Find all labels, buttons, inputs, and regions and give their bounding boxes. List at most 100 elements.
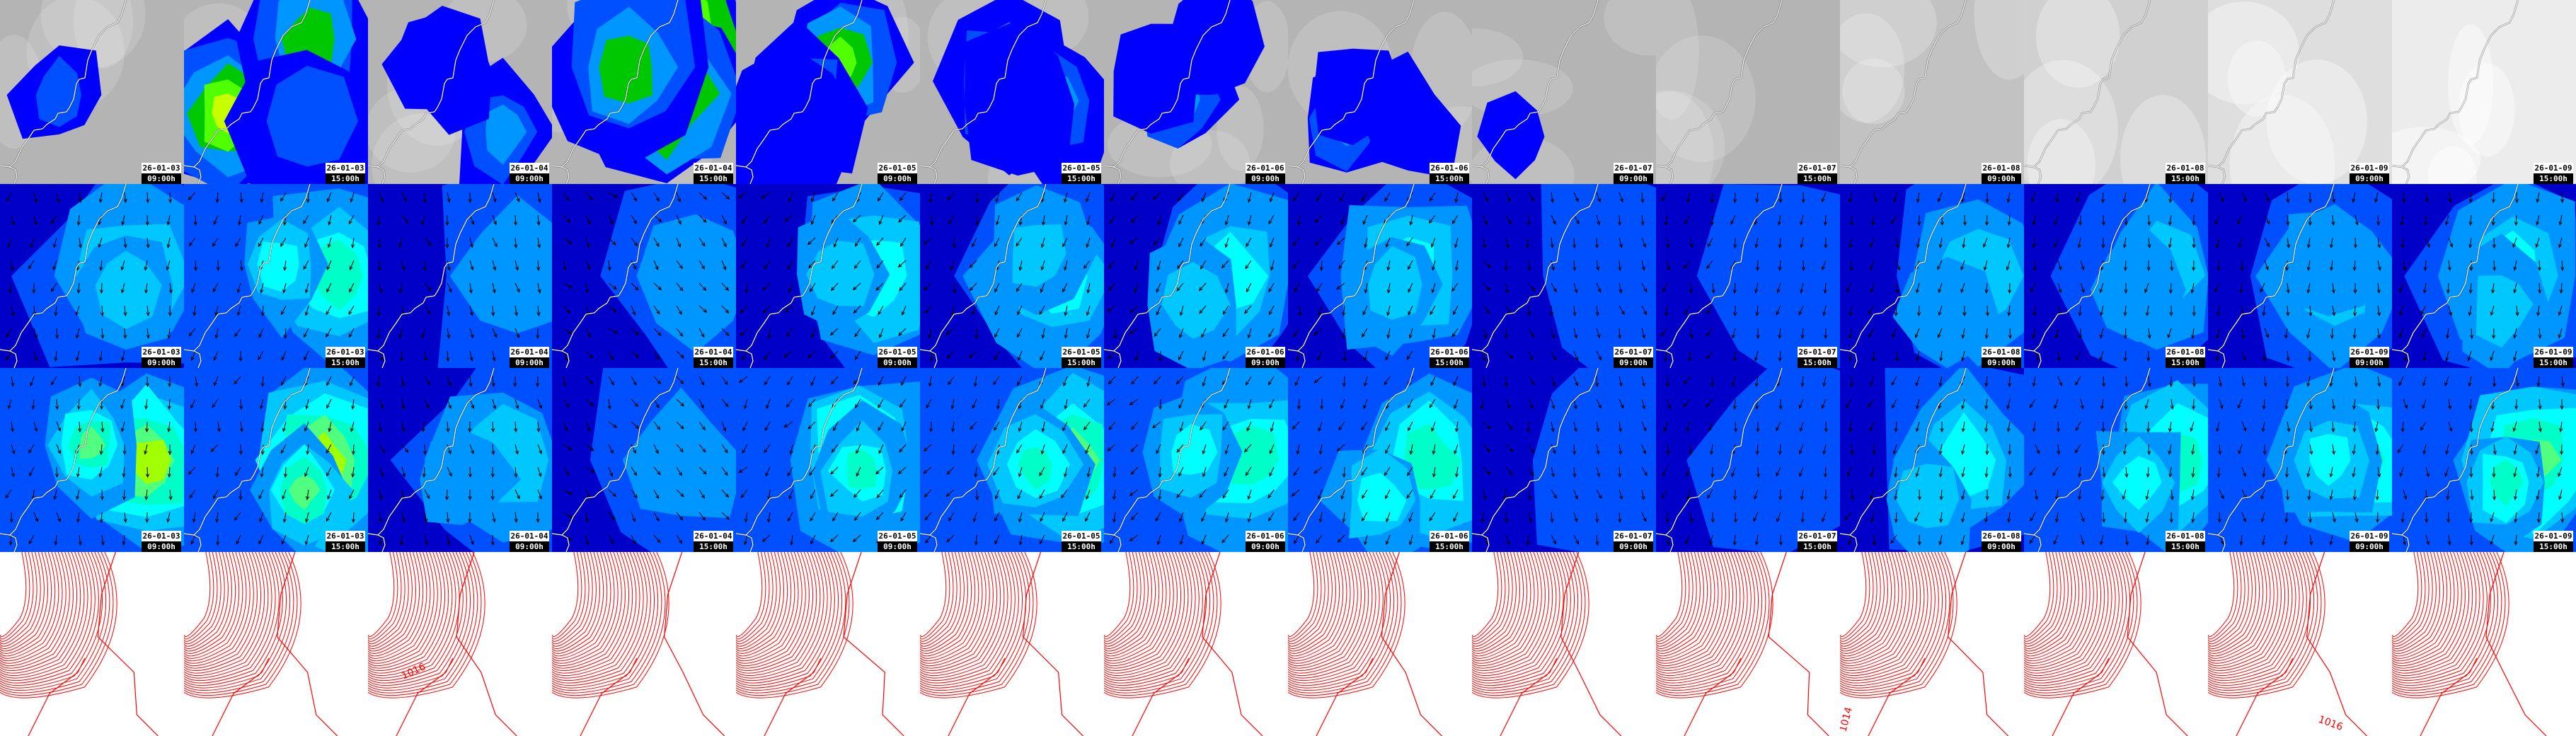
wind-arrow-icon — [1550, 192, 1555, 203]
wind-arrow-icon — [653, 260, 659, 270]
timestamp-label: 26-01-06 15:00h — [1430, 163, 1469, 184]
contour-fill-band — [257, 241, 299, 292]
wind-arrow-icon — [810, 282, 816, 292]
wind-arrow-icon — [2374, 421, 2379, 432]
wind-arrow-icon — [1221, 534, 1229, 544]
wind-arrow-icon — [1224, 512, 1229, 523]
wind-arrow-icon — [1618, 489, 1623, 500]
wind-arrow-icon — [1686, 489, 1691, 500]
wind-arrow-icon — [2006, 237, 2011, 248]
wind-arrow-icon — [1733, 192, 1737, 204]
isobar-line — [2024, 552, 2098, 669]
wind-arrow-icon — [2170, 489, 2174, 501]
coastline — [2208, 0, 2335, 184]
date-label: 26-01-07 — [1798, 163, 1837, 173]
time-label: 15:00h — [694, 357, 733, 368]
isobar-line — [0, 552, 92, 682]
wind-arrow-icon — [2492, 260, 2497, 272]
isobar-line — [920, 552, 1001, 674]
isobar-line — [1104, 552, 1160, 657]
wind-arrow-icon — [721, 328, 730, 336]
wind-arrow-icon — [1683, 376, 1691, 386]
isobar-line — [552, 552, 600, 652]
pressure-contours-image — [0, 552, 184, 736]
wind-arrow-icon — [653, 328, 662, 336]
wind-arrow-icon — [447, 466, 452, 477]
isobar-line — [2024, 552, 2051, 638]
wind-arrow-icon — [698, 192, 708, 200]
wind-arrow-icon — [536, 421, 541, 433]
gust-map-image — [1104, 368, 1288, 552]
wind-arrow-icon — [2029, 534, 2036, 544]
wind-arrow-icon — [1482, 376, 1486, 388]
wind-arrow-icon — [1961, 489, 1965, 500]
wind-arrow-icon — [98, 350, 103, 362]
wind-arrow-icon — [2053, 534, 2059, 545]
coastline — [368, 184, 495, 368]
isobar-line — [2392, 552, 2419, 638]
wind-arrow-icon — [468, 282, 473, 294]
isobar-line — [1288, 552, 1351, 662]
isobar-line — [1288, 552, 1329, 647]
wind-arrow-icon — [1064, 398, 1068, 410]
date-label: 26-01-03 — [142, 531, 181, 541]
wind-arrow-icon — [469, 305, 473, 316]
wind-arrow-icon — [721, 376, 728, 386]
isobar-line — [2208, 552, 2282, 669]
wind-arrow-icon — [1551, 376, 1556, 387]
wind-arrow-icon — [994, 489, 1000, 500]
wind-arrow-icon — [1430, 237, 1436, 248]
date-label: 26-01-08 — [1982, 531, 2021, 541]
isobar-line — [2392, 552, 2448, 657]
wind-arrow-icon — [1755, 192, 1759, 204]
wind-arrow-icon — [1984, 328, 1989, 340]
wind-arrow-icon — [2124, 421, 2128, 433]
precipitation-map-image — [1840, 0, 2024, 184]
isobar-line — [0, 552, 110, 694]
wind-arrow-icon — [537, 237, 541, 248]
wind-arrow-icon — [303, 214, 309, 224]
timestamp-label: 26-01-09 15:00h — [2534, 531, 2573, 552]
wind-arrow-icon — [1338, 421, 1345, 431]
isobar-line — [2024, 552, 2083, 659]
wind-arrow-icon — [1085, 512, 1091, 522]
wind-arrow-icon — [1873, 192, 1878, 203]
isobar-line — [920, 552, 998, 672]
wind-arrow-icon — [875, 512, 884, 521]
isobar-line — [2208, 552, 2260, 654]
isobar-line — [1656, 552, 1755, 686]
wind-arrow-icon — [2329, 260, 2334, 271]
pressure-contours-panel — [552, 552, 736, 736]
isobar-line — [2024, 552, 2120, 684]
wind-arrow-icon — [1268, 214, 1275, 225]
wind-arrow-icon — [379, 444, 386, 454]
wind-arrow-icon — [1914, 512, 1920, 522]
isobar-line — [1948, 552, 2009, 736]
wind-arrow-icon — [2241, 489, 2247, 500]
wind-arrow-icon — [974, 466, 978, 478]
wind-arrow-icon — [2054, 398, 2059, 410]
wind-arrow-icon — [900, 237, 907, 247]
isobar-line — [1288, 552, 1369, 674]
wind-arrow-icon — [1505, 237, 1510, 248]
pressure-contours-panel: 1014 — [1840, 552, 2024, 736]
wind-arrow-icon — [120, 398, 125, 410]
wind-arrow-icon — [676, 192, 681, 203]
contour-fill-band — [806, 241, 875, 306]
isobar-line — [764, 657, 822, 736]
isobar-line — [1472, 552, 1579, 691]
wind-arrow-icon — [1755, 305, 1759, 317]
wind-arrow-icon — [2446, 282, 2451, 294]
wind-arrow-icon — [168, 376, 172, 388]
isobar-line — [0, 552, 70, 667]
wind-arrow-icon — [2032, 376, 2036, 387]
wind-arrow-icon — [2057, 260, 2062, 271]
isobar-line — [1288, 552, 1355, 664]
wind-arrow-icon — [1175, 376, 1184, 385]
wind-arrow-icon — [2285, 376, 2289, 388]
wind-arrow-icon — [1406, 237, 1413, 247]
wind-arrow-icon — [1800, 328, 1805, 340]
wind-arrow-icon — [2447, 534, 2451, 546]
wind-arrow-icon — [1618, 282, 1623, 294]
wind-arrow-icon — [1618, 260, 1622, 272]
